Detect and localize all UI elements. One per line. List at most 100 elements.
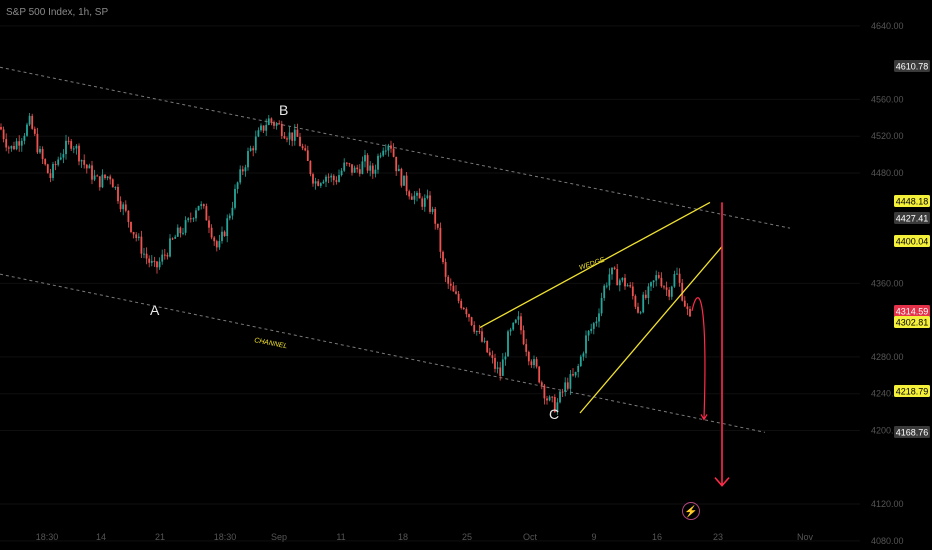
candle-down (278, 123, 281, 125)
candle-up (62, 154, 65, 158)
projected-path-arrow (691, 297, 706, 420)
candle-up (587, 330, 590, 336)
point-label-a: A (150, 302, 160, 318)
candle-up (413, 195, 416, 200)
candle-up (257, 130, 260, 137)
candle-down (304, 148, 307, 151)
channel-lower-line (0, 273, 766, 433)
candle-up (101, 174, 104, 188)
candle-down (171, 238, 174, 240)
candle-down (371, 165, 374, 174)
candle-down (525, 344, 528, 352)
candle-down (145, 253, 148, 259)
candle-down (356, 167, 359, 170)
candle-down (18, 141, 21, 146)
candle-up (114, 186, 117, 188)
candle-down (49, 173, 52, 178)
candle-up (247, 151, 249, 168)
candle-down (98, 176, 101, 188)
candle-up (72, 148, 75, 150)
candle-up (483, 340, 486, 342)
candle-down (390, 145, 392, 149)
price-labels: 4610.78 4448.18 4427.41 4400.04 4314.594302.… (894, 60, 930, 438)
candle-down (0, 127, 2, 130)
candle-down (286, 138, 288, 140)
candle-down (223, 231, 226, 237)
candle-down (301, 146, 304, 149)
price-tag-bg (894, 60, 930, 72)
candle-down (148, 258, 151, 263)
candle-down (317, 181, 320, 186)
channel-upper-line (0, 66, 791, 229)
candle-up (377, 155, 379, 170)
candle-up (218, 240, 221, 248)
chart-title: S&P 500 Index, 1h, SP (6, 7, 109, 18)
candle-up (182, 232, 184, 234)
candle-up (533, 359, 535, 366)
price-tag: 4448.18 (896, 197, 929, 207)
candle-down (452, 285, 455, 292)
time-tick-label: 21 (155, 532, 165, 542)
price-tag-bg (894, 195, 930, 207)
candle-down (296, 129, 299, 137)
candle-down (631, 286, 634, 297)
candle-down (96, 175, 99, 177)
candle-up (673, 274, 676, 287)
candle-down (408, 191, 411, 197)
candle-down (634, 296, 637, 307)
candle-down (104, 174, 106, 178)
candle-down (273, 122, 275, 126)
lightning-icon[interactable]: ⚡ (682, 502, 700, 520)
price-tag: 4218.79 (896, 387, 929, 397)
candle-up (369, 165, 372, 171)
candle-up (650, 282, 652, 287)
candle-up (343, 162, 346, 171)
candle-down (210, 227, 213, 238)
time-axis[interactable]: 18:30 14 21 18:30 Sep 11 18 25 Oct 9 16 23 Nov (36, 532, 814, 542)
wedge-label: WEDGE (578, 257, 606, 272)
candle-down (530, 361, 533, 366)
candle-up (475, 330, 478, 332)
candle-up (239, 169, 242, 183)
price-tag: 4302.81 (896, 318, 929, 328)
candle-down (83, 160, 86, 165)
price-tick-label: 4360.00 (871, 278, 904, 288)
time-tick-label: 18:30 (214, 532, 237, 542)
candle-up (509, 329, 512, 332)
candle-down (488, 352, 491, 356)
candle-up (340, 170, 343, 176)
candle-up (195, 210, 197, 219)
candle-down (491, 355, 494, 358)
candle-down (130, 221, 132, 233)
price-tick-label: 4120.00 (871, 499, 904, 509)
candle-up (556, 402, 559, 413)
candle-up (517, 316, 520, 320)
candle-down (358, 169, 361, 174)
candle-up (384, 150, 387, 152)
candle-up (353, 167, 356, 173)
candle-up (93, 175, 96, 180)
candle-down (153, 260, 156, 262)
candle-up (57, 159, 60, 165)
candle-down (78, 145, 80, 162)
candle-down (117, 186, 119, 202)
candle-down (473, 325, 476, 332)
candle-up (314, 181, 317, 184)
candle-up (26, 124, 28, 136)
candle-up (75, 145, 78, 149)
candle-down (395, 156, 398, 172)
candle-down (668, 289, 671, 297)
candle-up (319, 183, 322, 186)
candle-up (364, 155, 366, 162)
candle-down (481, 331, 483, 342)
candle-down (46, 164, 49, 174)
candle-down (127, 210, 130, 222)
candle-up (590, 328, 593, 331)
candle-up (184, 220, 187, 233)
candle-up (228, 215, 231, 219)
candle-up (431, 208, 434, 212)
price-axis[interactable]: 4680.004640.004560.004520.004480.004360.… (871, 0, 904, 546)
candle-down (41, 148, 44, 160)
candle-up (603, 285, 606, 299)
